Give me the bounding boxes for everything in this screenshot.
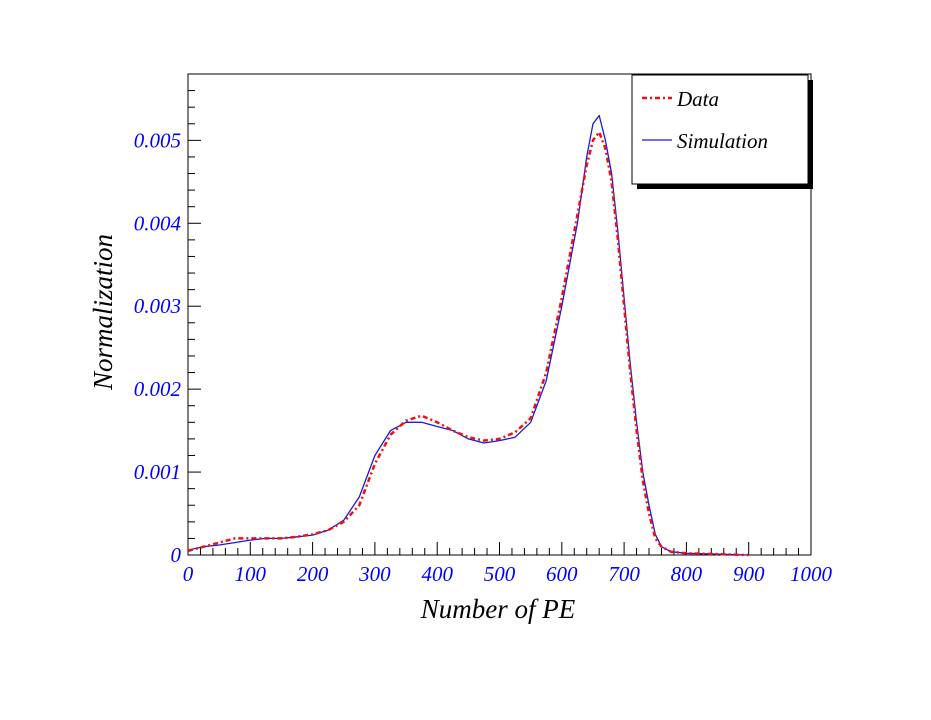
x-tick-label: 600 — [546, 562, 578, 586]
legend: Data Simulation — [631, 74, 813, 189]
axis-ticks — [187, 73, 812, 556]
x-tick-label: 800 — [671, 562, 703, 586]
x-tick-label: 700 — [608, 562, 640, 586]
x-tick-label: 400 — [421, 562, 453, 586]
legend-data-label: Data — [676, 87, 719, 111]
y-tick-label: 0.001 — [134, 460, 181, 484]
y-tick-label: 0.003 — [134, 294, 181, 318]
x-tick-label: 0 — [183, 562, 194, 586]
x-tick-label: 1000 — [790, 562, 833, 586]
legend-simulation-label: Simulation — [677, 129, 768, 153]
series-line-data — [187, 130, 749, 557]
legend-box — [631, 74, 809, 185]
y-axis-title: Normalization — [88, 234, 118, 391]
x-tick-label: 200 — [297, 562, 329, 586]
y-tick-label: 0.004 — [134, 211, 182, 235]
y-tick-label: 0.005 — [134, 128, 181, 152]
y-tick-label: 0 — [171, 543, 182, 567]
x-tick-label: 500 — [484, 562, 516, 586]
x-tick-labels: 0 100 200 300 400 500 600 700 800 900 1000 — [183, 562, 833, 586]
y-tick-labels: 0 0.001 0.002 0.003 0.004 0.005 — [134, 128, 182, 567]
series-group — [187, 114, 749, 557]
x-tick-label: 900 — [733, 562, 765, 586]
x-axis-title: Number of PE — [420, 594, 576, 624]
y-tick-label: 0.002 — [134, 377, 182, 401]
x-tick-label: 300 — [358, 562, 391, 586]
x-tick-label: 100 — [235, 562, 267, 586]
